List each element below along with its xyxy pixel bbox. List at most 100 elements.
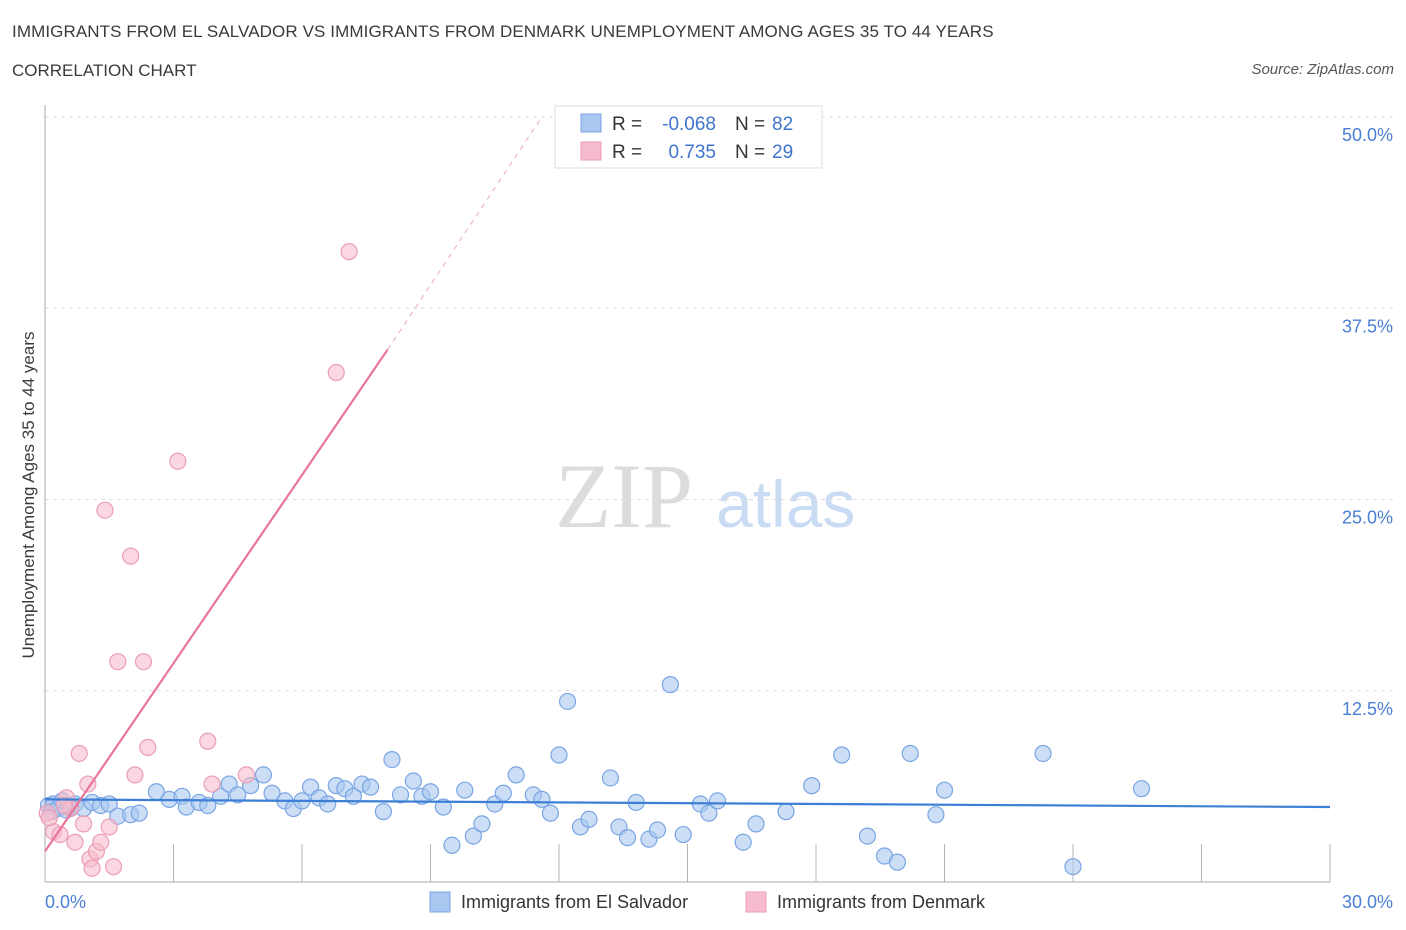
data-point — [661, 676, 679, 694]
legend-item-denmark: Immigrants from Denmark — [745, 891, 986, 913]
data-point — [237, 766, 255, 784]
data-point — [96, 501, 114, 519]
data-point — [169, 452, 187, 470]
stats-n-value: 82 — [772, 114, 793, 135]
stats-legend: R = -0.068 N = 82 R = 0.735 N = 29 — [554, 105, 823, 169]
grid-lines — [45, 116, 1396, 692]
x-tick-label-max: 30.0% — [1342, 892, 1393, 912]
series-denmark-points — [38, 243, 358, 877]
data-point — [443, 836, 461, 854]
data-point — [83, 859, 101, 877]
data-point — [803, 777, 821, 795]
trend-lines — [44, 116, 1331, 853]
data-point — [319, 795, 337, 813]
data-point — [126, 766, 144, 784]
data-point — [340, 243, 358, 261]
data-point — [70, 744, 88, 763]
data-point — [747, 815, 765, 833]
y-axis-label: Unemployment Among Ages 35 to 44 years — [19, 332, 38, 659]
data-point — [361, 778, 380, 796]
chart-title: IMMIGRANTS FROM EL SALVADOR VS IMMIGRANT… — [12, 22, 994, 41]
stats-swatch-blue — [580, 113, 602, 133]
data-point — [391, 786, 410, 804]
data-point — [935, 781, 954, 799]
series-el-salvador-points — [39, 676, 1151, 876]
data-point — [558, 692, 577, 711]
watermark-zip: ZIP — [555, 445, 693, 547]
axes — [44, 105, 1331, 883]
data-point — [464, 827, 482, 845]
data-point — [139, 738, 157, 756]
data-point — [541, 804, 560, 822]
data-point — [494, 784, 512, 802]
trend-line-el-salvador — [44, 798, 1331, 809]
data-point — [888, 853, 906, 871]
stats-r-value: 0.735 — [668, 142, 716, 163]
legend-item-el-salvador: Immigrants from El Salvador — [429, 891, 688, 913]
data-point — [92, 833, 110, 851]
data-point — [109, 653, 127, 671]
data-point — [203, 775, 221, 793]
data-point — [199, 796, 217, 815]
data-point — [1132, 780, 1151, 798]
y-tick-label: 25.0% — [1342, 508, 1393, 528]
data-point — [648, 821, 667, 839]
data-point — [833, 746, 851, 764]
data-point — [51, 825, 69, 844]
data-point — [199, 732, 217, 750]
x-tick-labels: 0.0% 30.0% — [45, 892, 1393, 912]
data-point — [130, 804, 148, 822]
data-point — [456, 781, 474, 799]
trend-line-denmark — [44, 348, 389, 853]
data-point — [229, 786, 247, 804]
stats-n-label: N = — [735, 114, 765, 135]
watermark: ZIP atlas — [555, 445, 855, 547]
y-tick-label: 50.0% — [1342, 125, 1393, 145]
data-point — [100, 818, 118, 836]
y-tick-labels: 12.5% 25.0% 37.5% 50.0% — [1342, 125, 1393, 719]
data-point — [40, 809, 58, 827]
data-point — [79, 775, 97, 793]
data-point — [618, 829, 637, 847]
stats-r-value: -0.068 — [662, 114, 716, 135]
data-point — [383, 750, 401, 769]
data-point — [327, 363, 345, 382]
data-point — [147, 783, 165, 801]
x-tick-label-min: 0.0% — [45, 892, 86, 912]
data-point — [927, 806, 945, 824]
data-point — [134, 653, 153, 671]
data-point — [700, 804, 718, 822]
data-point — [66, 833, 84, 851]
legend-label: Immigrants from Denmark — [777, 892, 986, 912]
y-tick-label: 12.5% — [1342, 699, 1393, 719]
data-point — [708, 792, 727, 810]
data-point — [550, 746, 568, 764]
stats-swatch-pink — [580, 141, 602, 161]
data-point — [674, 825, 692, 844]
data-point — [580, 810, 598, 828]
data-point — [55, 796, 73, 815]
data-point — [122, 547, 140, 565]
stats-n-value: 29 — [772, 142, 793, 163]
stats-r-label: R = — [612, 114, 642, 135]
bottom-legend: Immigrants from El Salvador Immigrants f… — [429, 891, 986, 913]
data-point — [421, 783, 440, 801]
data-point — [404, 772, 422, 790]
data-point — [901, 744, 919, 763]
data-point — [473, 815, 491, 833]
data-point — [1034, 744, 1052, 763]
stats-row-denmark: R = 0.735 N = 29 — [580, 141, 793, 163]
trend-line-denmark-extension — [387, 116, 543, 350]
source-note: Source: ZipAtlas.com — [1251, 61, 1394, 78]
watermark-atlas: atlas — [716, 467, 855, 541]
legend-swatch-pink — [745, 891, 767, 913]
data-point — [507, 766, 525, 784]
y-tick-label: 37.5% — [1342, 316, 1393, 336]
data-point — [1064, 858, 1082, 876]
data-point — [533, 790, 551, 808]
data-point — [734, 833, 752, 851]
stats-n-label: N = — [735, 142, 765, 163]
legend-label: Immigrants from El Salvador — [461, 892, 688, 912]
data-point — [434, 798, 452, 816]
